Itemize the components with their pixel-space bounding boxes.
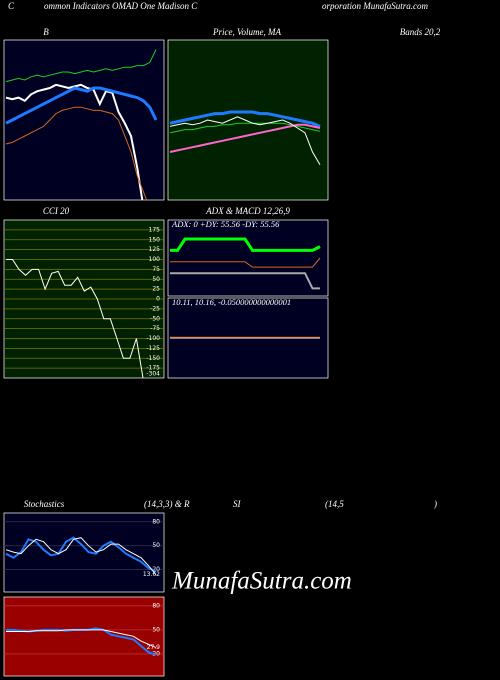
panel: CCI 20 175 150 125 100 75 50 25 0 -25 -50 -75 -100 -1… [3,206,165,379]
y-tick-label: -25 [150,305,160,312]
panel-annotation: ADX: 0 +DY: 55.56 -DY: 55.56 [171,219,280,229]
panel-title: Price, Volume, MA [212,27,281,37]
series-group [5,49,158,200]
y-tick-label: 25 [152,286,160,293]
y-tick-label: -150 [146,355,160,362]
line [6,259,144,378]
y-tick-label: 50 [152,276,160,283]
y-tick-label: 80 [152,602,160,609]
panel: 10.11, 10.16, -0.050000000000001 [167,297,329,379]
panel-background [3,596,165,677]
line [169,116,321,166]
line [5,86,158,125]
series-group [169,110,321,166]
header-text: SI [233,499,242,509]
panel-title: CCI 20 [43,206,70,216]
header-text: C [8,1,15,11]
y-tick-label: 75 [152,266,160,273]
y-tick-label: 0 [156,296,160,303]
y-tick-label: 20 [152,650,160,657]
line [5,83,144,200]
panel-background [3,512,165,593]
line [5,49,157,83]
end-label: 13.62 [143,571,160,578]
panel: B [3,27,165,201]
line [170,272,320,290]
series-group [170,237,321,290]
series-group [170,336,320,339]
line [170,257,321,268]
series-group [6,259,144,378]
header-text: orporation MunafaSutra.com [322,1,429,11]
y-tick-label: 150 [149,236,161,243]
panel: ADX & MACD 12,26,9 ADX: 0 +DY: 55.56 -DY:… [167,206,329,297]
y-tick-label: -175 [146,365,160,372]
header-text: (14,5 [325,499,344,509]
y-tick-label: 20 [152,566,160,573]
panel-annotation: 10.11, 10.16, -0.050000000000001 [172,297,291,307]
line [169,123,321,153]
y-tick-label: -75 [150,325,160,332]
panel-title: ADX & MACD 12,26,9 [205,206,290,216]
panel-title: B [43,27,49,37]
y-tick-label: 50 [152,542,160,549]
panel: Price, Volume, MA [167,27,329,201]
panel-title: Stochastics [24,499,65,509]
line [169,110,321,128]
watermark: MunafaSutra.com [171,568,352,595]
y-tick-label: 80 [152,518,160,525]
line [5,106,148,200]
series-group [6,627,157,656]
panel-background [3,39,165,201]
line [170,237,321,252]
y-tick-label: 100 [149,256,161,263]
header-text: ) [433,499,437,509]
end-label: -304 [146,371,160,378]
series-group [5,536,157,576]
y-tick-label: 175 [149,226,161,233]
line [5,536,157,573]
y-tick-label: 125 [149,246,161,253]
end-label: 27.9 [147,644,161,651]
y-tick-label: -125 [146,345,160,352]
header-text: ommon Indicators OMAD One Madison C [44,1,198,11]
line [5,537,157,576]
y-tick-label: -50 [150,315,160,322]
y-tick-label: -100 [146,335,160,342]
line [6,629,157,649]
header-text: (14,3,3) & R [144,499,190,509]
header-text: Bands 20,2 [400,27,441,37]
y-tick-label: 50 [152,626,160,633]
panel-background [167,219,329,297]
